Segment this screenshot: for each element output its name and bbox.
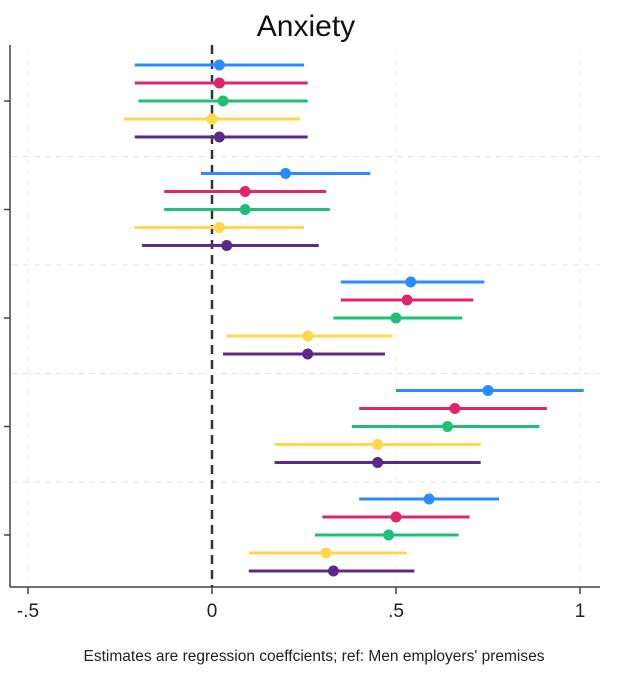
point-estimate-marker (372, 457, 384, 468)
point-estimate-marker (405, 276, 417, 288)
point-estimate-marker (239, 204, 251, 215)
chart-title: Anxiety (257, 10, 355, 43)
point-estimate-marker (221, 240, 233, 251)
axis-layer: -.5 0 .5 1 (4, 45, 600, 622)
point-estimate-marker (280, 168, 292, 179)
point-estimate-marker (390, 312, 402, 324)
point-estimate-marker (213, 222, 225, 233)
point-estimate-marker (206, 113, 218, 125)
x-tick-label: .5 (388, 601, 404, 622)
point-estimate-marker (383, 529, 395, 541)
point-estimate-marker (213, 77, 225, 89)
point-estimate-marker (217, 95, 229, 107)
x-tick-label: -.5 (17, 601, 39, 622)
point-estimate-marker (390, 511, 402, 523)
point-estimate-marker (239, 186, 251, 197)
point-estimate-marker (213, 59, 225, 71)
point-estimate-marker (442, 421, 454, 432)
marks-layer (123, 59, 584, 577)
point-estimate-marker (482, 385, 494, 396)
chart-note: Estimates are regression coeffcients; re… (84, 648, 545, 665)
point-estimate-marker (320, 547, 332, 559)
point-estimate-marker (372, 439, 384, 450)
x-tick-label: 0 (207, 601, 218, 622)
x-tick-label: 1 (575, 601, 586, 622)
point-estimate-marker (401, 294, 413, 306)
point-estimate-marker (423, 493, 435, 505)
point-estimate-marker (213, 131, 225, 143)
point-estimate-marker (449, 403, 461, 414)
point-estimate-marker (327, 565, 339, 577)
point-estimate-marker (302, 330, 314, 342)
point-estimate-marker (302, 348, 314, 360)
grid-layer (12, 48, 600, 586)
